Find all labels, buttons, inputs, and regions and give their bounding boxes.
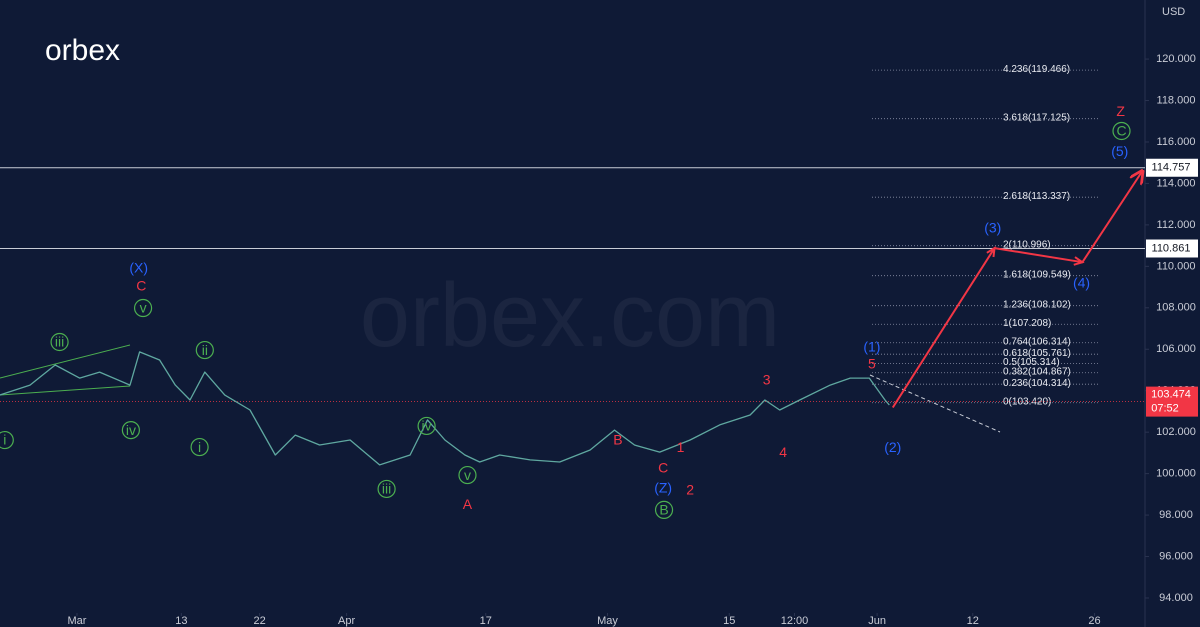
y-tick-label: 116.000 [1157,136,1196,148]
wave-label: C [658,460,668,476]
y-tick-label: 100.000 [1156,468,1196,480]
x-tick-label: 13 [175,615,187,627]
price-label-box [1146,158,1198,177]
x-tick-label: Apr [338,615,355,627]
price-line [0,351,890,466]
x-tick-label: Jun [868,615,886,627]
fib-label: 3.618(117.125) [1003,112,1070,123]
fib-label: 0.382(104.867) [1003,366,1071,377]
wave-label: B [613,432,622,448]
wave-circle [377,479,396,499]
wave-label: 5 [868,356,876,372]
wave-circle [190,437,209,457]
y-tick-label: 108.000 [1156,302,1196,314]
fib-label: 1(107.208) [1003,318,1051,329]
wave-label: B [659,502,668,518]
x-tick-label: May [597,615,618,627]
wave-label: 4 [779,444,787,460]
y-tick-label: 96.000 [1159,550,1193,562]
fib-label: 2.618(113.337) [1003,191,1070,202]
trend-line [869,374,1001,433]
wave-label: (2) [884,439,901,455]
y-tick-label: 102.000 [1156,426,1196,438]
logo: orbex [45,34,120,67]
x-tick-label: Mar [67,615,86,627]
y-tick-label: 118.000 [1157,94,1196,106]
wave-circle [654,500,674,519]
wave-label: C [1116,123,1126,139]
countdown-label: 07:52 [1151,403,1179,415]
wave-circle [0,430,14,450]
wave-label: 3 [763,372,771,388]
y-tick-label: 112.000 [1157,219,1196,231]
y-tick-label: 106.000 [1156,343,1196,355]
wave-circle [121,420,140,440]
wave-label: i [198,439,201,455]
y-tick-label: 120.000 [1156,53,1196,65]
arrow-head [986,246,996,258]
fib-label: 1.618(109.549) [1003,269,1071,280]
x-tick-label: 15 [723,615,735,627]
currency: USD [1162,6,1185,18]
wave-circle [1112,121,1131,141]
wave-label: iii [382,481,391,497]
fib-label: 1.236(108.102) [1003,299,1071,310]
wave-label: (5) [1111,143,1128,159]
last-price-box [1146,386,1198,417]
trend-line [0,385,131,396]
y-tick-label: 114.000 [1157,177,1196,189]
watermark: orbex.com [360,266,780,366]
price-label: 110.861 [1152,242,1191,254]
price-label: 114.757 [1152,162,1191,174]
wave-circle [50,332,69,352]
wave-label: iv [422,418,432,434]
x-tick-label: 12:00 [781,615,809,627]
fib-label: 0(103.420) [1003,396,1051,407]
wave-label: iii [55,334,64,350]
x-tick-label: 12 [967,615,979,627]
trend-line [0,344,131,379]
fib-label: 0.764(106.314) [1003,336,1071,347]
last-price-label: 103.474 [1151,389,1191,401]
arrow-head [1073,256,1085,266]
x-tick-label: 26 [1088,615,1100,627]
wave-label: i [3,432,6,448]
y-tick-label: 110.000 [1157,260,1196,272]
wave-label: (4) [1073,275,1090,291]
wave-label: (X) [129,260,148,276]
wave-label: v [464,467,471,483]
y-tick-label: 98.000 [1159,509,1193,521]
wave-label: ii [202,342,208,358]
wave-label: A [463,496,473,512]
fib-label: 0.236(104.314) [1003,378,1071,389]
wave-circle [133,298,153,318]
projection-path [891,171,1143,409]
wave-circle [195,340,214,360]
fib-label: 0.618(105.761) [1003,348,1071,359]
wave-label: Z [1116,103,1125,119]
fib-label: 2(110.996) [1003,239,1051,250]
wave-label: (1) [863,339,880,355]
wave-label: v [140,300,147,316]
x-tick-label: 22 [253,615,265,627]
fib-label: 0.5(105.314) [1003,357,1060,368]
wave-label: 2 [686,482,694,498]
wave-circle [458,465,477,485]
fib-label: 4.236(119.466) [1003,64,1070,75]
y-tick-label: 94.000 [1159,592,1193,604]
wave-label: C [136,278,146,294]
wave-label: (Z) [654,480,672,496]
wave-label: iv [126,422,136,438]
wave-label: (3) [984,220,1001,236]
wave-label: 1 [677,439,685,455]
x-tick-label: 17 [480,615,492,627]
wave-circle [417,416,436,436]
price-label-box [1146,239,1198,258]
